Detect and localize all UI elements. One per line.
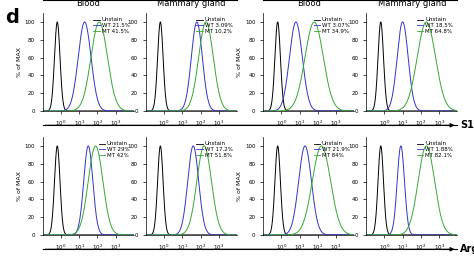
Text: d: d — [5, 8, 18, 27]
Y-axis label: % of MAX: % of MAX — [237, 171, 242, 201]
Legend: Unstain, WT 1.88%, MT 82.1%: Unstain, WT 1.88%, MT 82.1% — [415, 140, 455, 159]
Text: Mammary gland: Mammary gland — [157, 0, 226, 8]
Legend: Unstain, WT 17.2%, MT 51.8%: Unstain, WT 17.2%, MT 51.8% — [195, 140, 234, 159]
Text: S100a9: S100a9 — [460, 120, 474, 130]
Text: Mammary gland: Mammary gland — [377, 0, 446, 8]
Y-axis label: % of MAX: % of MAX — [237, 47, 242, 77]
Text: Blood: Blood — [76, 0, 100, 8]
Legend: Unstain, WT 21.9%, MT 84%: Unstain, WT 21.9%, MT 84% — [312, 140, 352, 159]
Text: Arg1: Arg1 — [460, 244, 474, 254]
Legend: Unstain, WT 3.07%, MT 34.9%: Unstain, WT 3.07%, MT 34.9% — [312, 16, 352, 35]
Y-axis label: % of MAX: % of MAX — [17, 171, 22, 201]
Legend: Unstain, WT 29%, MT 42%: Unstain, WT 29%, MT 42% — [97, 140, 131, 159]
Legend: Unstain, WT 21.5%, MT 41.5%: Unstain, WT 21.5%, MT 41.5% — [91, 16, 131, 35]
Text: Blood: Blood — [297, 0, 320, 8]
Y-axis label: % of MAX: % of MAX — [17, 47, 22, 77]
Legend: Unstain, WT 18.5%, MT 64.8%: Unstain, WT 18.5%, MT 64.8% — [415, 16, 455, 35]
Legend: Unstain, WT 3.09%, MT 10.2%: Unstain, WT 3.09%, MT 10.2% — [195, 16, 234, 35]
